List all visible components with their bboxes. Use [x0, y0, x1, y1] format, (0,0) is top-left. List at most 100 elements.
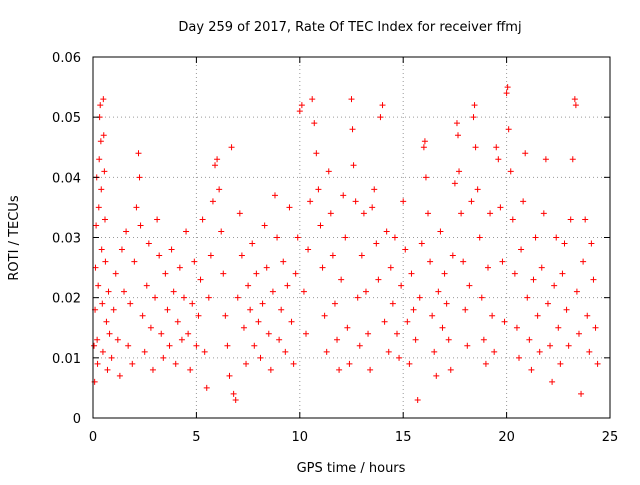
- data-point: [136, 174, 143, 181]
- x-tick-label: 0: [89, 430, 97, 445]
- data-point: [125, 342, 132, 349]
- data-point: [97, 102, 104, 109]
- data-point: [331, 300, 338, 307]
- data-point: [158, 330, 165, 337]
- data-point: [389, 300, 396, 307]
- data-point: [183, 228, 190, 235]
- data-point: [551, 282, 558, 289]
- data-point: [265, 330, 272, 337]
- data-point: [238, 252, 245, 259]
- data-point: [154, 216, 161, 223]
- data-point: [105, 288, 112, 295]
- data-point: [480, 336, 487, 343]
- data-point: [253, 270, 260, 277]
- data-point: [137, 222, 144, 229]
- data-point: [553, 234, 560, 241]
- data-point: [501, 318, 508, 325]
- data-point: [236, 210, 243, 217]
- data-point: [542, 156, 549, 163]
- y-tick-label: 0.02: [52, 292, 81, 307]
- y-tick-label: 0.03: [52, 232, 81, 247]
- data-point: [499, 258, 506, 265]
- data-point: [476, 234, 483, 241]
- data-point: [474, 186, 481, 193]
- data-point: [445, 336, 452, 343]
- data-point: [245, 282, 252, 289]
- data-point: [349, 126, 356, 133]
- data-point: [348, 96, 355, 103]
- data-point: [261, 222, 268, 229]
- data-point: [412, 336, 419, 343]
- data-point: [131, 258, 138, 265]
- data-point: [327, 210, 334, 217]
- data-point: [104, 366, 111, 373]
- data-point: [532, 234, 539, 241]
- data-point: [139, 312, 146, 319]
- data-point: [573, 288, 580, 295]
- data-point: [102, 258, 109, 265]
- data-point: [441, 270, 448, 277]
- data-point: [362, 288, 369, 295]
- data-point: [334, 336, 341, 343]
- data-point: [187, 366, 194, 373]
- data-point: [99, 300, 106, 307]
- data-point: [356, 342, 363, 349]
- data-point: [296, 108, 303, 115]
- data-point: [398, 282, 405, 289]
- data-point: [232, 396, 239, 403]
- data-point: [582, 216, 589, 223]
- data-point: [418, 240, 425, 247]
- data-point: [410, 306, 417, 313]
- data-point: [462, 306, 469, 313]
- x-axis-title: GPS time / hours: [297, 461, 406, 476]
- data-point: [247, 306, 254, 313]
- data-point: [478, 294, 485, 301]
- data-point: [178, 336, 185, 343]
- data-point: [300, 288, 307, 295]
- data-point: [286, 204, 293, 211]
- data-point: [166, 342, 173, 349]
- data-point: [129, 360, 136, 367]
- data-point: [456, 168, 463, 175]
- data-point: [149, 366, 156, 373]
- data-point: [307, 198, 314, 205]
- data-point: [123, 228, 130, 235]
- data-point: [567, 216, 574, 223]
- data-point: [344, 324, 351, 331]
- y-tick-label: 0: [73, 412, 81, 427]
- data-point: [495, 156, 502, 163]
- data-point: [234, 294, 241, 301]
- data-point: [127, 300, 134, 307]
- data-point: [569, 156, 576, 163]
- data-point: [278, 306, 285, 313]
- data-point: [228, 144, 235, 151]
- data-point: [193, 342, 200, 349]
- data-point: [586, 348, 593, 355]
- data-point: [97, 138, 104, 145]
- data-point: [216, 186, 223, 193]
- data-point: [487, 210, 494, 217]
- data-point: [369, 204, 376, 211]
- data-point: [431, 348, 438, 355]
- data-point: [402, 246, 409, 253]
- data-point: [311, 120, 318, 127]
- data-point: [197, 276, 204, 283]
- data-point: [416, 294, 423, 301]
- data-point: [203, 384, 210, 391]
- data-point: [336, 366, 343, 373]
- data-point: [141, 348, 148, 355]
- data-point: [243, 360, 250, 367]
- data-point: [101, 216, 108, 223]
- data-point: [191, 258, 198, 265]
- data-point: [383, 228, 390, 235]
- data-point: [94, 336, 101, 343]
- data-point: [491, 348, 498, 355]
- data-point: [571, 96, 578, 103]
- data-point: [594, 360, 601, 367]
- data-point: [112, 270, 119, 277]
- data-point: [214, 156, 221, 163]
- data-point: [319, 264, 326, 271]
- data-point: [176, 264, 183, 271]
- data-point: [549, 378, 556, 385]
- data-point: [294, 234, 301, 241]
